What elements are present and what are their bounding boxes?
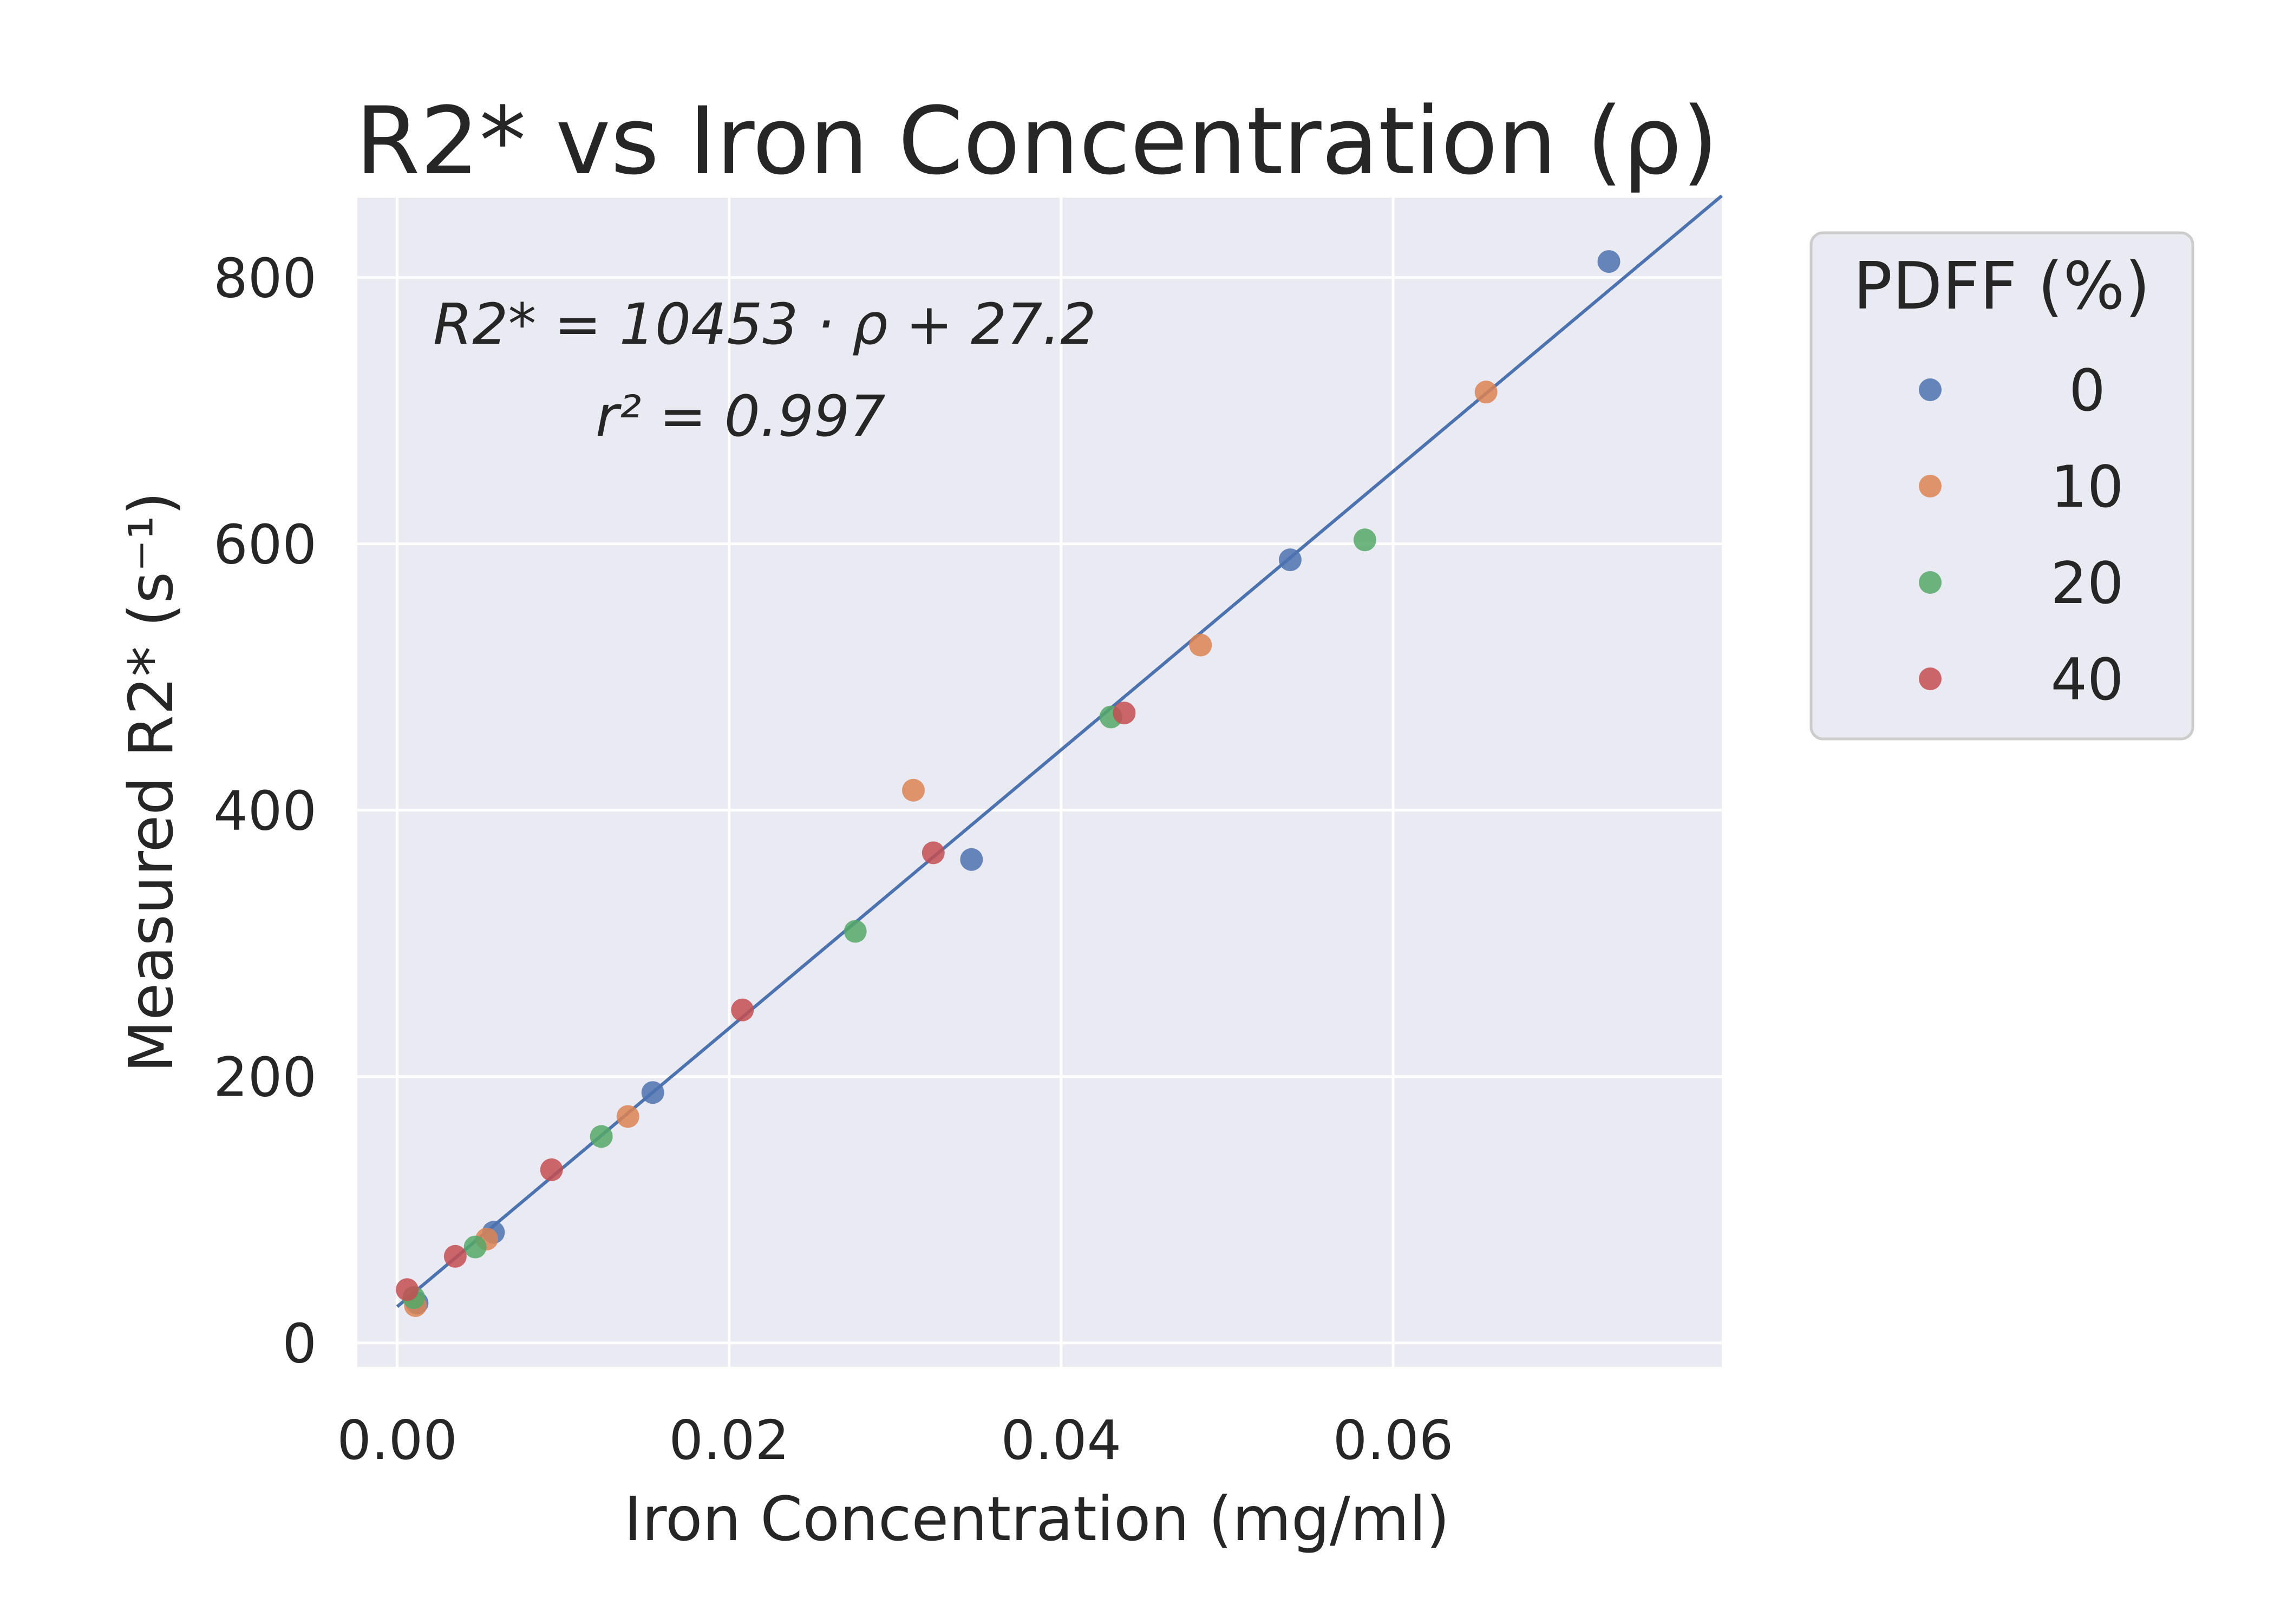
data-point-pdff-10 (616, 1105, 639, 1128)
data-point-pdff-0 (1597, 250, 1620, 273)
data-point-pdff-20 (590, 1125, 613, 1148)
legend-box (1809, 231, 2194, 741)
y-tick-label: 200 (213, 1046, 317, 1109)
data-point-pdff-0 (960, 848, 983, 871)
fit-equation: R2* = 10453 · ρ + 27.2 (433, 291, 1096, 357)
legend-entries: 0 10 20 40 (1919, 357, 2123, 713)
legend-label-0: 0 (2069, 357, 2105, 424)
data-point-pdff-20 (463, 1235, 487, 1259)
x-tick-labels: 0.00 0.02 0.04 0.06 (337, 1409, 1453, 1472)
legend-label-20: 20 (2051, 550, 2124, 617)
data-point-pdff-40 (395, 1278, 419, 1301)
y-tick-label: 0 (282, 1312, 317, 1376)
plot-area (357, 198, 1722, 1367)
data-point-pdff-40 (540, 1158, 563, 1181)
data-point-pdff-40 (731, 998, 754, 1021)
data-point-pdff-10 (902, 778, 925, 802)
legend-title: PDFF (%) (1853, 249, 2151, 324)
data-point-pdff-40 (1113, 702, 1136, 725)
x-axis-label: Iron Concentration (mg/ml) (624, 1484, 1449, 1555)
x-tick-label: 0.00 (337, 1409, 458, 1472)
data-point-pdff-10 (1474, 381, 1498, 404)
data-point-pdff-0 (1278, 548, 1302, 572)
legend-marker-40 (1919, 667, 1942, 690)
y-axis-label: Measured R2* (s⁻¹) (116, 492, 187, 1072)
x-tick-label: 0.02 (669, 1409, 789, 1472)
x-tick-label: 0.06 (1333, 1409, 1454, 1472)
y-tick-label: 600 (213, 513, 317, 577)
data-point-pdff-40 (922, 841, 945, 865)
gridlines (357, 198, 1722, 1367)
data-point-pdff-20 (844, 920, 867, 943)
data-point-pdff-10 (1189, 633, 1212, 657)
data-point-pdff-20 (1353, 528, 1376, 552)
legend-label-40: 40 (2051, 646, 2124, 713)
legend-marker-20 (1919, 571, 1942, 594)
legend-marker-10 (1919, 475, 1942, 497)
y-tick-label: 400 (213, 780, 317, 843)
data-point-pdff-0 (641, 1081, 664, 1104)
y-tick-labels: 0 200 400 600 800 (213, 247, 317, 1376)
data-points (395, 250, 1620, 1317)
legend-marker-0 (1919, 378, 1942, 401)
data-point-pdff-40 (443, 1245, 467, 1268)
chart-title: R2* vs Iron Concentration (ρ) (355, 87, 1718, 195)
y-tick-label: 800 (213, 247, 317, 310)
legend: PDFF (%) 0 10 20 40 (1809, 231, 2194, 741)
r-squared-annotation: r² = 0.997 (596, 383, 885, 449)
legend-label-10: 10 (2051, 454, 2124, 520)
x-tick-label: 0.04 (1001, 1409, 1122, 1472)
